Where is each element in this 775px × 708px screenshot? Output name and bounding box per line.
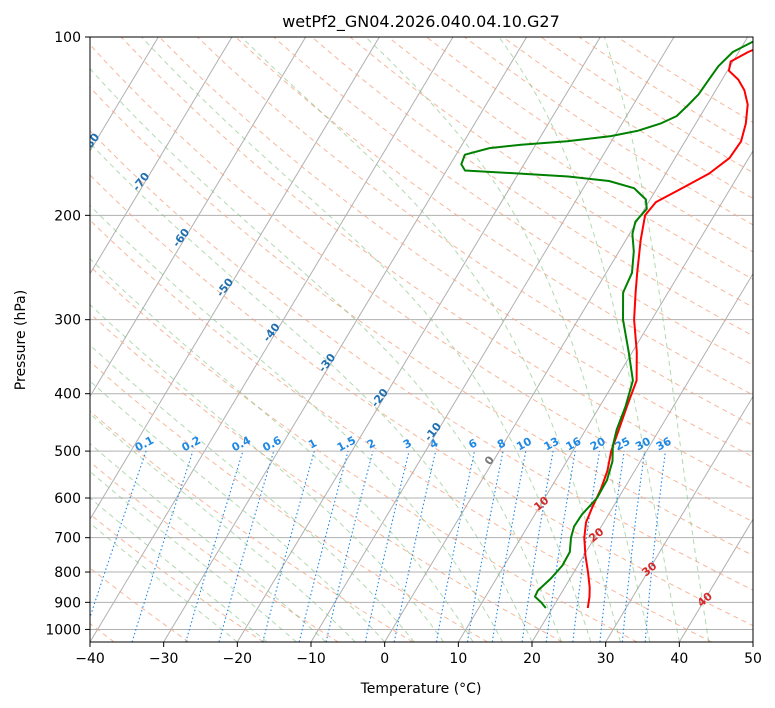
mixing-ratio-label: 20 <box>588 435 608 454</box>
moist-adiabat <box>90 257 474 642</box>
dry-adiabat <box>273 37 753 366</box>
moist-adiabat <box>90 344 415 642</box>
dry-adiabat <box>90 265 638 642</box>
dry-adiabat <box>197 37 753 427</box>
dry-adiabat <box>90 219 712 642</box>
dry-adiabat <box>349 37 753 308</box>
y-tick-label: 300 <box>54 313 81 329</box>
x-tick-label: −30 <box>149 651 179 667</box>
y-tick-label: 900 <box>54 595 81 611</box>
moist-adiabat <box>241 37 621 642</box>
moist-adiabat <box>90 142 533 642</box>
isotherm <box>384 37 749 642</box>
moist-adiabat <box>90 204 503 642</box>
dewpoint-profile <box>460 40 753 609</box>
moist-adiabat <box>141 37 592 642</box>
profiles <box>460 40 753 609</box>
mixing-ratio-label: 13 <box>542 435 562 454</box>
mixing-ratio-line <box>644 451 666 642</box>
mixing-ratio-line <box>521 451 554 642</box>
isotherm <box>678 518 753 642</box>
y-tick-label: 700 <box>54 531 81 547</box>
y-tick-label: 200 <box>54 208 81 224</box>
y-tick-label: 500 <box>54 444 81 460</box>
dry-adiabat <box>90 312 563 642</box>
isotherm <box>236 37 601 642</box>
x-tick-label: 30 <box>597 651 615 667</box>
mixing-ratio-label: 25 <box>613 435 633 454</box>
mixing-ratio-line <box>131 450 194 642</box>
isotherm <box>90 37 307 398</box>
x-tick-label: 0 <box>380 651 389 667</box>
x-axis: −40 −30 −20 −10 0 10 20 30 40 50 <box>75 642 762 667</box>
isotherm <box>90 37 159 152</box>
x-axis-label: Temperature (°C) <box>360 681 482 697</box>
mixing-ratio-line <box>325 450 374 642</box>
temperature-profile <box>583 48 753 609</box>
isotherm <box>90 37 380 521</box>
mixing-ratio-label: 30 <box>633 435 653 454</box>
y-axis: 1000 900 800 700 600 500 400 300 200 100 <box>45 30 90 638</box>
dry-adiabat <box>90 513 264 642</box>
x-tick-label: 20 <box>523 651 541 667</box>
moist-adiabat <box>90 442 327 642</box>
mixing-ratio-line <box>262 450 315 642</box>
y-axis-label: Pressure (hPa) <box>13 290 29 390</box>
dry-adiabat <box>90 43 753 523</box>
y-tick-label: 100 <box>54 30 81 46</box>
dry-adiabat <box>120 37 753 490</box>
mixing-ratio-line <box>298 450 349 642</box>
dry-adiabat <box>90 174 753 627</box>
dry-adiabat <box>90 461 339 642</box>
x-tick-label: 10 <box>449 651 467 667</box>
mixing-ratio-line <box>218 450 275 642</box>
isotherm <box>90 37 233 275</box>
isotherm <box>163 37 528 642</box>
mixing-ratio-line <box>572 451 601 642</box>
isotherm <box>90 37 454 642</box>
y-tick-label: 600 <box>54 491 81 507</box>
y-tick-label: 400 <box>54 387 81 403</box>
dry-adiabat <box>90 130 753 591</box>
plot-frame <box>89 36 754 643</box>
x-tick-label: −10 <box>296 651 326 667</box>
moist-adiabat <box>90 413 356 642</box>
y-tick-label: 800 <box>54 565 81 581</box>
chart-title: wetPf2_GN04.2026.040.04.10.G27 <box>282 12 560 32</box>
moist-adiabat <box>498 37 680 642</box>
moist-adiabat <box>603 37 710 642</box>
moist-adiabat <box>90 304 445 642</box>
mixing-ratio-label: 36 <box>654 435 674 454</box>
mixing-ratio-line <box>393 450 437 642</box>
y-tick-label: 1000 <box>45 622 81 638</box>
isotherm <box>531 272 753 642</box>
isotherm <box>605 395 753 642</box>
mixing-ratio-line <box>364 450 410 642</box>
x-tick-label: −20 <box>223 651 253 667</box>
dry-adiabat <box>90 360 488 642</box>
x-tick-label: −40 <box>75 651 105 667</box>
moist-adiabat <box>90 68 562 642</box>
moist-adiabat <box>90 380 386 642</box>
mixing-ratio-line <box>621 451 646 642</box>
dry-adiabat <box>158 37 753 458</box>
mixing-ratio-line <box>599 451 625 642</box>
mixing-ratio-label: 10 <box>514 435 534 454</box>
mixing-ratio-label: 16 <box>564 435 584 454</box>
x-tick-label: 40 <box>670 651 688 667</box>
mixing-ratio-line <box>185 450 244 642</box>
mixing-ratio-line <box>545 451 576 642</box>
background-lines <box>90 37 753 642</box>
x-tick-label: 50 <box>744 651 762 667</box>
